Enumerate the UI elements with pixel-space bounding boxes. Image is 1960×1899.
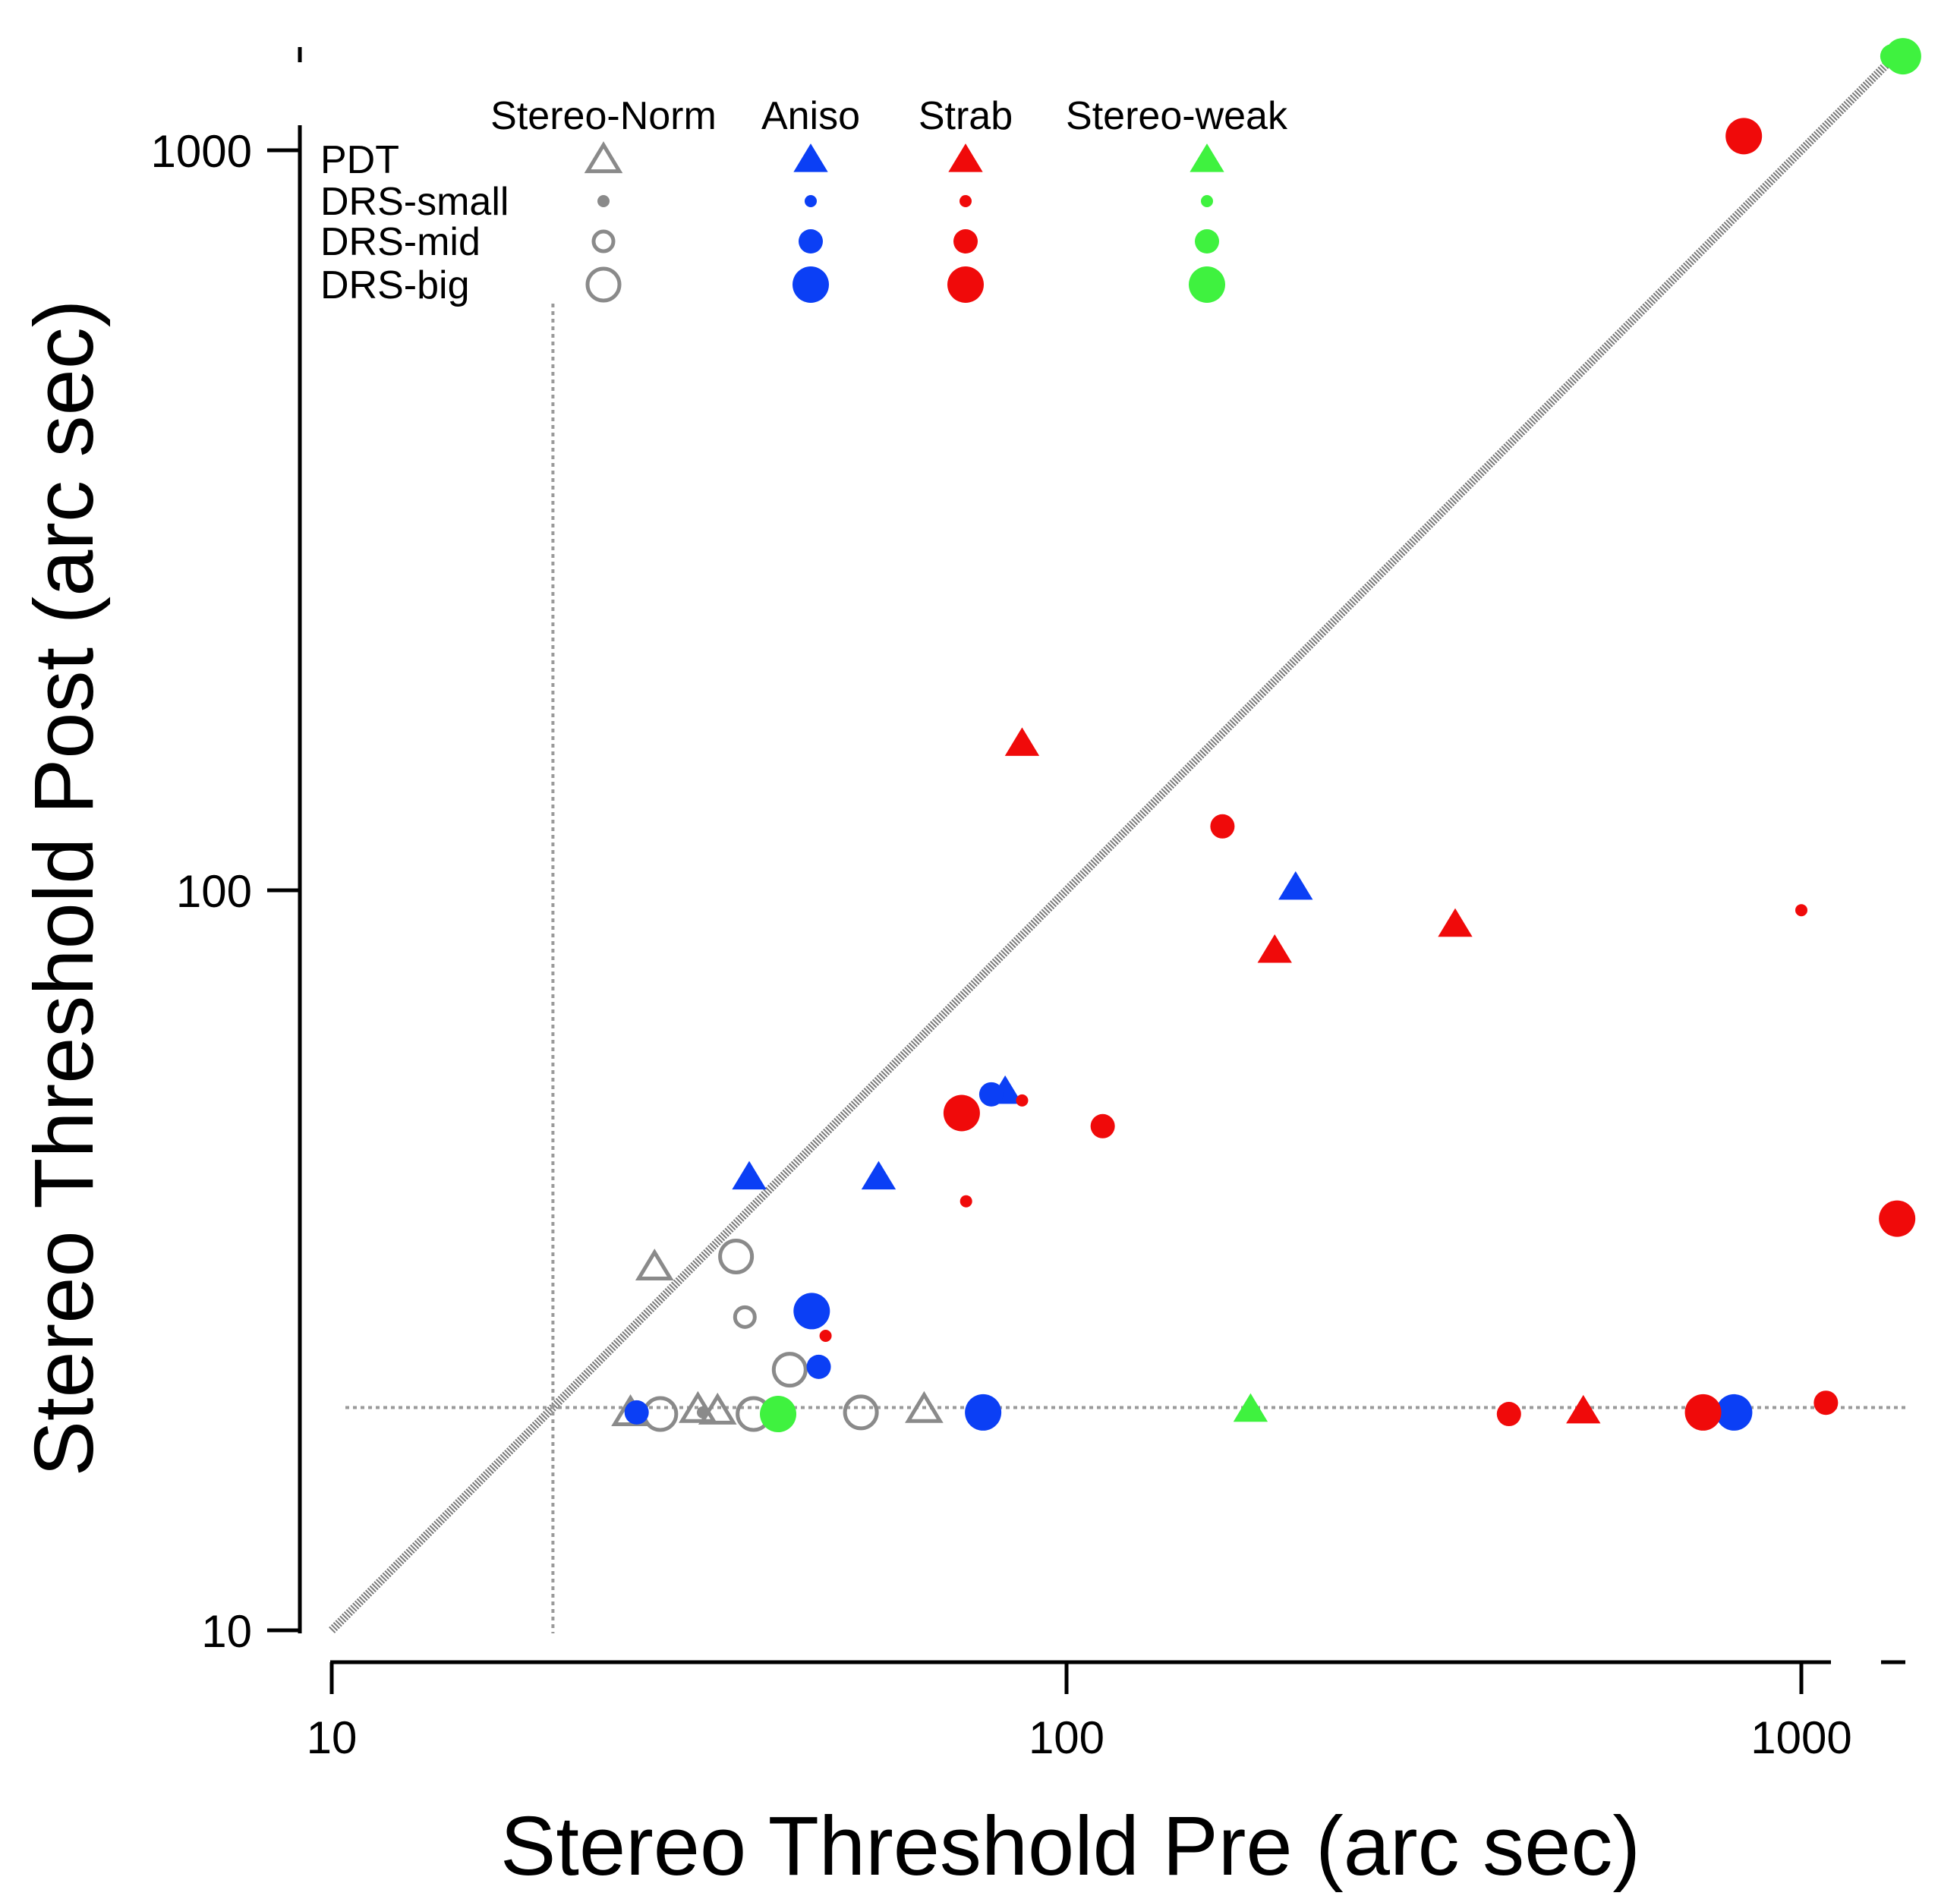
data-point — [905, 1390, 944, 1423]
legend-marker — [793, 143, 828, 172]
data-point — [1795, 904, 1807, 917]
data-point — [642, 1396, 679, 1432]
legend-marker — [960, 195, 972, 207]
legend-column-label: Aniso — [761, 94, 860, 138]
y-axis-title: Stereo Threshold Post (arc sec) — [17, 300, 111, 1477]
data-point — [1004, 727, 1040, 756]
legend-marker — [1195, 229, 1219, 254]
data-point — [1813, 1390, 1839, 1416]
series-strab — [819, 118, 1916, 1431]
data-points — [611, 38, 1921, 1433]
legend-marker — [1201, 195, 1213, 207]
data-point — [1257, 934, 1292, 963]
series-stereo-weak — [760, 38, 1921, 1433]
data-point — [978, 1082, 1004, 1107]
legend-marker — [793, 266, 829, 303]
legend-marker — [584, 141, 623, 174]
legend-marker — [805, 195, 817, 207]
data-point — [732, 1160, 767, 1190]
legend-row-label: DRS-mid — [320, 220, 481, 264]
legend-column-label: Stereo-weak — [1066, 94, 1288, 138]
data-point — [733, 1305, 757, 1329]
data-point — [793, 1293, 830, 1330]
legend-marker — [585, 266, 622, 303]
data-point — [1884, 38, 1921, 75]
data-point — [1438, 908, 1473, 937]
y-tick-label: 100 — [176, 866, 252, 917]
data-point — [1210, 814, 1235, 839]
data-point — [1090, 1113, 1115, 1138]
legend-marker — [1190, 143, 1224, 172]
reference-lines — [329, 39, 1912, 1633]
identity-line — [329, 39, 1912, 1633]
legend-row-label: DRS-small — [320, 180, 509, 224]
data-point — [718, 1238, 755, 1274]
data-point — [760, 1396, 797, 1433]
data-point — [819, 1330, 832, 1343]
data-point — [696, 1406, 709, 1419]
x-tick-label: 100 — [1029, 1712, 1104, 1763]
x-axis-title: Stereo Threshold Pre (arc sec) — [500, 1800, 1640, 1893]
data-point — [1566, 1394, 1601, 1424]
legend-marker — [947, 266, 984, 303]
y-tick-label: 10 — [201, 1606, 252, 1657]
data-point — [698, 1392, 737, 1425]
data-point — [806, 1354, 831, 1379]
data-point — [635, 1249, 674, 1281]
legend-row-label: PDT — [320, 138, 399, 182]
data-point — [1725, 118, 1763, 155]
x-tick-label: 1000 — [1750, 1712, 1851, 1763]
data-point — [1879, 1200, 1916, 1237]
legend-marker — [591, 229, 616, 254]
data-point — [965, 1394, 1002, 1431]
data-point — [943, 1094, 980, 1132]
legend: Stereo-Norm Aniso Strab Stereo-weak PDTDRS-s… — [320, 94, 1288, 307]
data-point — [1233, 1393, 1268, 1422]
data-point — [1716, 1394, 1753, 1431]
legend-marker — [953, 229, 978, 254]
legend-column-label: Stereo-Norm — [490, 94, 717, 138]
data-point — [1278, 871, 1313, 900]
legend-marker — [799, 229, 823, 254]
legend-marker — [948, 143, 983, 172]
data-point — [771, 1352, 808, 1388]
data-point — [843, 1394, 879, 1431]
series-aniso — [624, 871, 1753, 1431]
data-point — [861, 1160, 896, 1190]
data-point — [1684, 1394, 1722, 1431]
legend-marker — [597, 195, 610, 207]
data-point — [624, 1400, 649, 1425]
legend-marker — [1189, 266, 1225, 303]
y-tick-label: 1000 — [151, 126, 252, 177]
data-point — [1016, 1094, 1029, 1107]
data-point — [960, 1195, 972, 1208]
x-tick-label: 10 — [307, 1712, 358, 1763]
axes: 10 100 1000 10 100 1000 — [151, 47, 1905, 1763]
legend-row-label: DRS-big — [320, 263, 470, 307]
legend-column-label: Strab — [919, 94, 1013, 138]
data-point — [1496, 1402, 1521, 1427]
